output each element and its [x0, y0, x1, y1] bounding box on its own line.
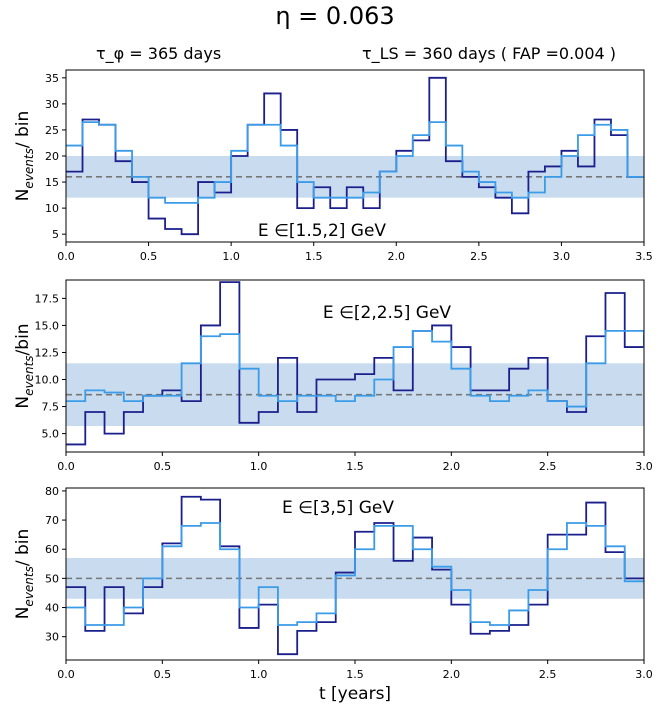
x-tick-label: 2.5 [539, 460, 557, 473]
y-axis-label-subscript: events [22, 355, 36, 395]
y-axis-label-subscript: events [22, 566, 36, 606]
y-tick-label: 40 [45, 602, 59, 615]
y-tick-label: 12.5 [35, 346, 60, 359]
data-step-line [66, 76, 644, 236]
y-tick-label: 7.5 [42, 401, 60, 414]
energy-range-annotation: E ∈[3,5] GeV [282, 498, 394, 518]
y-tick-label: 50 [45, 572, 59, 585]
x-tick-label: 3.0 [553, 250, 571, 263]
tau-phi-note: τ_φ = 365 days [96, 44, 221, 63]
y-tick-label: 15 [45, 176, 59, 189]
panel-1: 0.0 0.5 1.0 1.5 2.0 2.5 3.0 3.5 5 10 15 20 25 30 35 Nev… [13, 69, 653, 263]
x-tick-label: 2.0 [443, 668, 461, 681]
y-tick-label: 5 [52, 228, 59, 241]
tau-phi-note-text: τ_φ = 365 days [96, 44, 222, 63]
x-tick-label: 2.0 [388, 250, 406, 263]
y-tick-label: 15.0 [35, 319, 60, 332]
x-tick-label: 1.0 [250, 460, 268, 473]
tau-ls-note: τ_LS = 360 days ( FAP =0.004 ) [362, 44, 616, 63]
x-tick-label: 2.5 [470, 250, 488, 263]
figure-title: η = 0.063 [0, 2, 670, 30]
y-tick-label: 70 [45, 514, 59, 527]
y-axis-label-main: N [13, 607, 33, 620]
y-tick-label: 60 [45, 543, 59, 556]
y-tick-label: 20 [45, 150, 59, 163]
y-tick-label: 10 [45, 202, 59, 215]
y-axis-label: Nevents/ bin [13, 529, 36, 620]
model-step-line [66, 329, 644, 408]
figure-title-text: η = 0.063 [275, 2, 395, 30]
x-tick-label: 3.5 [635, 250, 653, 263]
y-axis-label-rest: /bin [13, 323, 33, 355]
x-tick-label: 0.5 [140, 250, 158, 263]
panel-3: 0.0 0.5 1.0 1.5 2.0 2.5 3.0 30 40 50 60 70 80 Nevents… [13, 485, 653, 681]
model-step-line [66, 121, 644, 204]
x-tick-label: 2.0 [443, 460, 461, 473]
x-tick-label: 1.0 [222, 250, 240, 263]
y-tick-label: 80 [45, 485, 59, 498]
y-axis-label-rest: / bin [13, 529, 33, 566]
y-axis-label: Nevents/ bin [13, 111, 36, 202]
y-axis-label: Nevents/bin [13, 323, 36, 408]
model-step-line [66, 522, 644, 626]
y-tick-label: 30 [45, 631, 59, 644]
data-step-line [66, 281, 644, 446]
x-tick-label: 1.5 [346, 668, 364, 681]
x-tick-label: 0.5 [154, 668, 172, 681]
x-tick-label: 0.0 [57, 460, 75, 473]
x-tick-label: 0.0 [57, 250, 75, 263]
x-tick-label: 0.0 [57, 668, 75, 681]
y-tick-label: 17.5 [35, 292, 60, 305]
tau-ls-note-text: τ_LS = 360 days ( FAP =0.004 ) [362, 44, 617, 63]
y-tick-label: 5.0 [42, 428, 60, 441]
y-axis-label-subscript: events [22, 148, 36, 188]
x-tick-label: 3.0 [635, 668, 653, 681]
x-tick-label: 2.5 [539, 668, 557, 681]
x-tick-label: 1.5 [346, 460, 364, 473]
x-tick-label: 3.0 [635, 460, 653, 473]
x-tick-label: 0.5 [154, 460, 172, 473]
x-tick-label: 1.5 [305, 250, 323, 263]
y-tick-label: 30 [45, 98, 59, 111]
y-axis-label-rest: / bin [13, 111, 33, 148]
x-axis-label: t [years] [319, 684, 391, 704]
energy-range-annotation: E ∈[2,2.5] GeV [323, 303, 452, 323]
y-axis-label-main: N [13, 396, 33, 409]
x-tick-label: 1.0 [250, 668, 268, 681]
y-tick-label: 10.0 [35, 374, 60, 387]
y-tick-label: 35 [45, 72, 59, 85]
energy-range-annotation: E ∈[1.5,2] GeV [258, 221, 387, 241]
y-axis-label-main: N [13, 189, 33, 202]
y-tick-label: 25 [45, 124, 59, 137]
panel-2: 0.0 0.5 1.0 1.5 2.0 2.5 3.0 5.0 7.5 10.0 12.5 15.0 1… [13, 279, 653, 473]
